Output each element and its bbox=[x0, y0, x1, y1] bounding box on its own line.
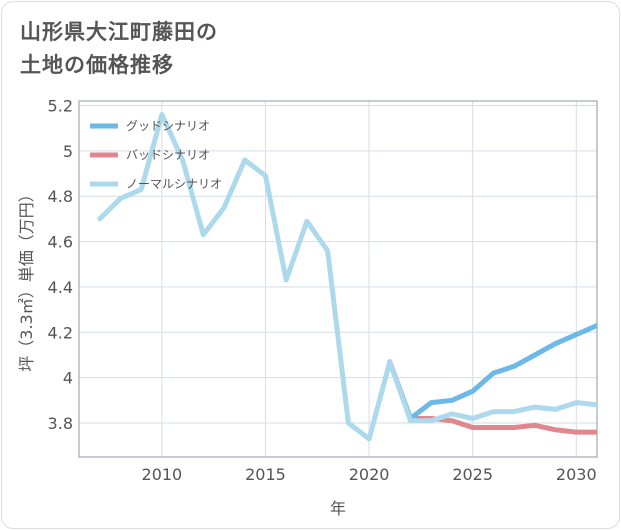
series-line-normal bbox=[97, 112, 597, 442]
chart-title-line-1: 山形県大江町藤田の bbox=[20, 20, 218, 44]
series-line-good bbox=[387, 323, 597, 421]
y-tick-label-5: 5 bbox=[63, 142, 73, 161]
y-tick-label-4.4: 4.4 bbox=[48, 278, 73, 297]
x-tick-label-2010: 2010 bbox=[142, 465, 183, 484]
x-tick-label-2025: 2025 bbox=[452, 465, 493, 484]
x-axis-title: 年 bbox=[330, 499, 346, 518]
y-tick-label-3.8: 3.8 bbox=[48, 414, 73, 433]
x-tick-label-2015: 2015 bbox=[245, 465, 286, 484]
legend-label-good: グッドシナリオ bbox=[126, 119, 210, 133]
chart-title: 山形県大江町藤田の 土地の価格推移 bbox=[20, 16, 218, 82]
x-tick-label-2020: 2020 bbox=[349, 465, 390, 484]
series-layer bbox=[97, 112, 597, 442]
gridlines bbox=[79, 101, 597, 457]
x-axis-ticks: 2010 2015 2020 2025 2030 bbox=[142, 465, 597, 484]
legend-label-bad: バッドシナリオ bbox=[126, 148, 210, 162]
y-axis-title: 坪（3.3㎡）単価（万円） bbox=[17, 186, 36, 371]
y-tick-label-4.8: 4.8 bbox=[48, 187, 73, 206]
y-tick-label-4.2: 4.2 bbox=[48, 323, 73, 342]
y-tick-label-5.2: 5.2 bbox=[48, 97, 73, 116]
legend-label-normal: ノーマルシナリオ bbox=[126, 177, 222, 191]
y-axis-ticks: 3.8 4 4.2 4.4 4.6 4.8 5 5.2 bbox=[48, 97, 73, 433]
chart-title-line-2: 土地の価格推移 bbox=[20, 53, 174, 77]
x-tick-label-2030: 2030 bbox=[556, 465, 597, 484]
y-tick-label-4.6: 4.6 bbox=[48, 233, 73, 252]
plot-frame bbox=[78, 100, 598, 458]
y-tick-label-4: 4 bbox=[63, 369, 73, 388]
